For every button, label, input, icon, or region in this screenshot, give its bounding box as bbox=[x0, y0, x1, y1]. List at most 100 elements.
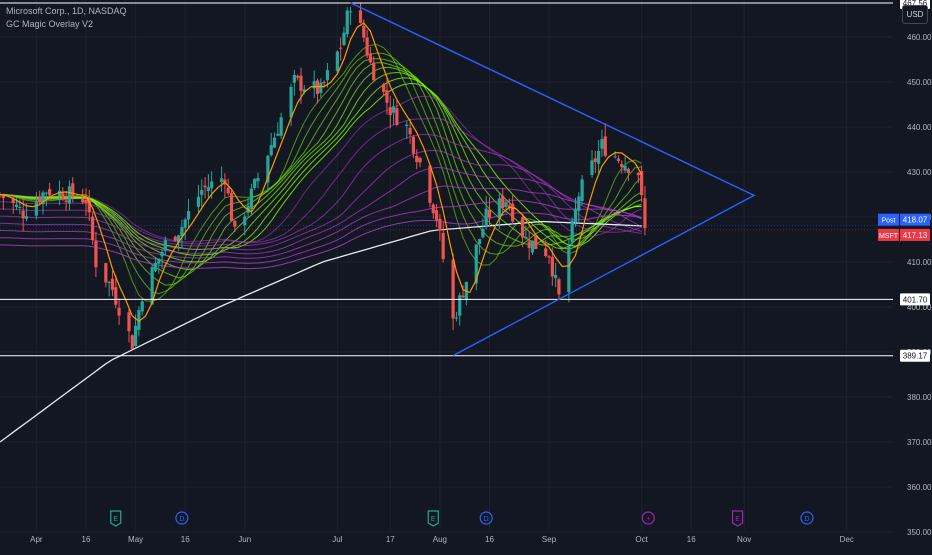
candle[interactable] bbox=[196, 184, 201, 213]
split_event-event-icon[interactable]: E bbox=[731, 510, 744, 527]
candle[interactable] bbox=[243, 213, 247, 236]
candle[interactable] bbox=[507, 198, 511, 212]
candle[interactable] bbox=[623, 156, 627, 174]
candle[interactable] bbox=[110, 270, 115, 297]
candle[interactable] bbox=[497, 193, 502, 230]
candle[interactable] bbox=[200, 179, 204, 208]
candle[interactable] bbox=[91, 212, 95, 245]
candle[interactable] bbox=[458, 292, 462, 326]
candle[interactable] bbox=[484, 196, 488, 230]
candle[interactable] bbox=[600, 129, 604, 157]
candle[interactable] bbox=[626, 167, 631, 181]
candle[interactable] bbox=[173, 235, 177, 242]
candle[interactable] bbox=[593, 150, 597, 173]
candle[interactable] bbox=[428, 163, 432, 208]
candle[interactable] bbox=[520, 214, 525, 248]
candle[interactable] bbox=[226, 178, 230, 196]
candle[interactable] bbox=[348, 6, 353, 26]
candle[interactable] bbox=[640, 165, 644, 202]
symbol-title[interactable]: Microsoft Corp., 1D, NASDAQ bbox=[6, 6, 127, 16]
candle[interactable] bbox=[345, 7, 349, 38]
candle[interactable] bbox=[620, 160, 624, 174]
time-axis[interactable]: Apr 16 May 16 Jun Jul 17 Aug 16 Sep Oct 16 Nov Dec bbox=[30, 535, 854, 544]
candle[interactable] bbox=[544, 240, 548, 258]
candle[interactable] bbox=[292, 69, 296, 96]
candle[interactable] bbox=[481, 218, 485, 239]
candle[interactable] bbox=[405, 120, 409, 139]
candle[interactable] bbox=[104, 262, 108, 288]
candle[interactable] bbox=[312, 70, 316, 98]
candle[interactable] bbox=[249, 183, 253, 215]
candle[interactable] bbox=[325, 63, 330, 88]
candle[interactable] bbox=[454, 311, 459, 322]
candle[interactable] bbox=[319, 78, 323, 98]
candle[interactable] bbox=[372, 56, 376, 81]
candle[interactable] bbox=[511, 195, 515, 225]
candle[interactable] bbox=[130, 334, 134, 350]
candle[interactable] bbox=[276, 122, 280, 137]
candle[interactable] bbox=[411, 134, 416, 159]
candle[interactable] bbox=[150, 264, 154, 305]
candle[interactable] bbox=[219, 166, 224, 192]
candle[interactable] bbox=[342, 26, 346, 47]
candle[interactable] bbox=[527, 231, 531, 260]
candle[interactable] bbox=[547, 254, 551, 265]
candle[interactable] bbox=[418, 156, 422, 168]
candle[interactable] bbox=[134, 314, 138, 348]
candle[interactable] bbox=[534, 235, 538, 250]
candle[interactable] bbox=[61, 187, 65, 201]
candle[interactable] bbox=[67, 180, 72, 211]
split_event-event-icon[interactable]: + bbox=[641, 511, 655, 525]
dividend-event-icon[interactable]: D bbox=[175, 511, 189, 525]
currency-button[interactable]: USD bbox=[902, 5, 928, 24]
candle[interactable] bbox=[573, 197, 578, 228]
earnings-event-icon[interactable]: E bbox=[427, 510, 439, 527]
candle[interactable] bbox=[64, 191, 68, 211]
dividend-event-icon[interactable]: D bbox=[479, 511, 493, 525]
candle[interactable] bbox=[395, 99, 399, 126]
candle[interactable] bbox=[266, 154, 270, 193]
candle[interactable] bbox=[269, 132, 273, 157]
candle[interactable] bbox=[431, 203, 435, 219]
candle[interactable] bbox=[434, 204, 439, 228]
candle[interactable] bbox=[580, 175, 584, 206]
candle[interactable] bbox=[388, 95, 392, 129]
dividend-event-icon[interactable]: D bbox=[800, 511, 814, 525]
candle[interactable] bbox=[415, 149, 419, 170]
candle[interactable] bbox=[84, 188, 88, 217]
candle[interactable] bbox=[38, 190, 42, 206]
candle[interactable] bbox=[206, 174, 210, 199]
candle[interactable] bbox=[487, 197, 492, 227]
candle[interactable] bbox=[567, 238, 571, 303]
triangle-pattern[interactable] bbox=[350, 2, 756, 357]
candle[interactable] bbox=[382, 82, 386, 96]
candle[interactable] bbox=[203, 177, 207, 199]
candle[interactable] bbox=[441, 222, 445, 263]
candle[interactable] bbox=[438, 214, 442, 241]
candle[interactable] bbox=[368, 47, 373, 64]
candle[interactable] bbox=[385, 77, 389, 115]
earnings-event-icon[interactable]: E bbox=[110, 510, 122, 527]
candle[interactable] bbox=[530, 240, 535, 255]
candle[interactable] bbox=[461, 285, 465, 299]
candle[interactable] bbox=[557, 277, 561, 299]
candle[interactable] bbox=[339, 37, 343, 61]
candle[interactable] bbox=[554, 262, 558, 288]
candle[interactable] bbox=[163, 236, 167, 256]
candle[interactable] bbox=[71, 177, 75, 203]
candle[interactable] bbox=[577, 192, 581, 224]
candle[interactable] bbox=[48, 182, 52, 199]
candle[interactable] bbox=[358, 3, 363, 24]
candle[interactable] bbox=[477, 238, 482, 255]
candle[interactable] bbox=[616, 155, 621, 164]
candle[interactable] bbox=[183, 217, 187, 240]
candle[interactable] bbox=[590, 150, 594, 178]
indicator-label[interactable]: GC Magic Overlay V2 bbox=[6, 19, 94, 29]
candle[interactable] bbox=[81, 188, 85, 205]
candle[interactable] bbox=[296, 74, 300, 81]
candle[interactable] bbox=[107, 280, 111, 297]
candle[interactable] bbox=[570, 217, 574, 245]
candle[interactable] bbox=[603, 122, 607, 158]
candle[interactable] bbox=[391, 98, 396, 126]
candle[interactable] bbox=[365, 29, 369, 59]
